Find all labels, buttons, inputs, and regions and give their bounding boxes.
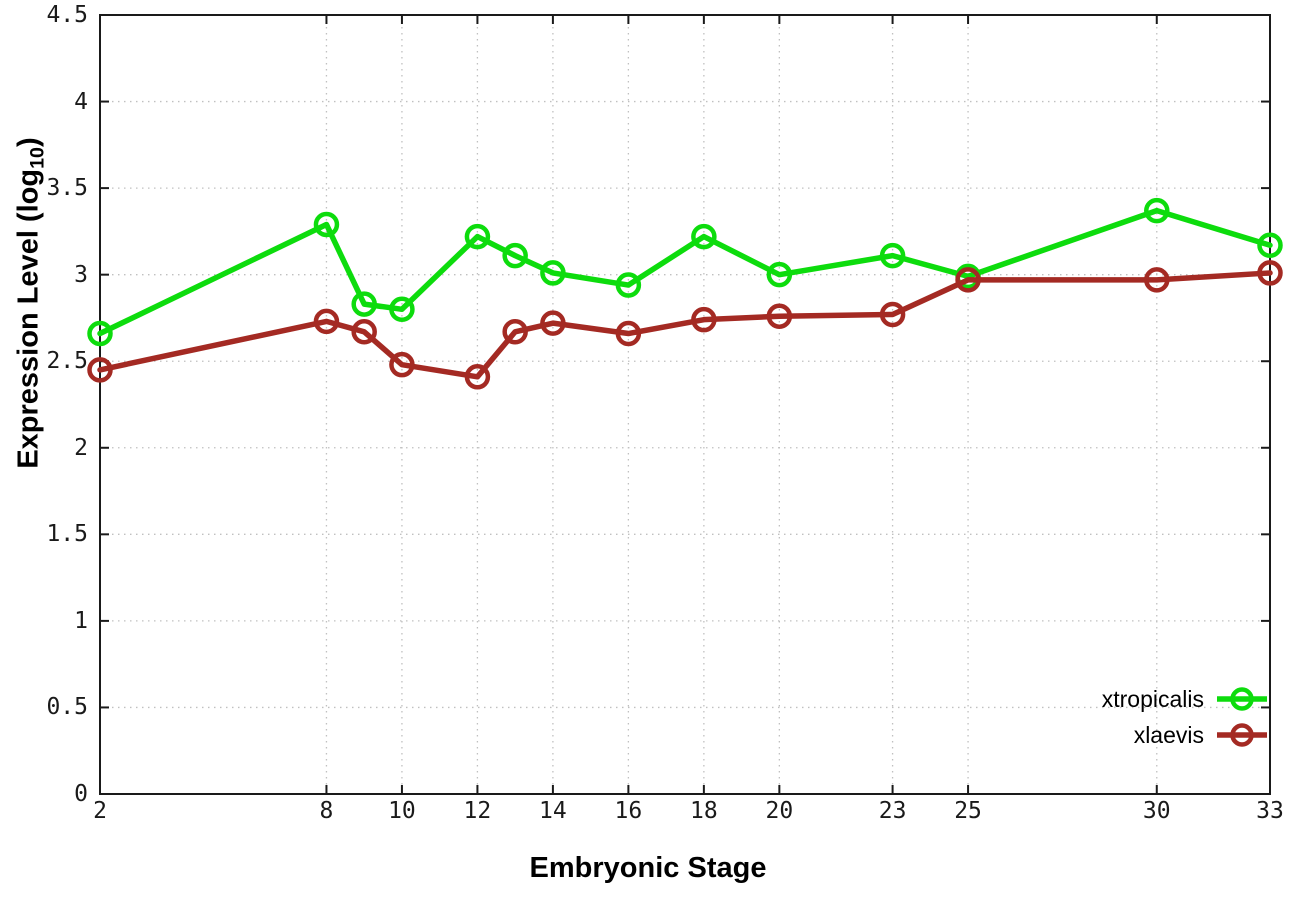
series-marker-xtropicalis xyxy=(464,223,491,250)
x-tick-label: 33 xyxy=(1256,798,1284,824)
series-marker-xlaevis xyxy=(766,303,793,329)
series-marker-xtropicalis xyxy=(879,242,906,269)
series-marker-xlaevis xyxy=(615,320,642,347)
legend-item-xtropicalis: xtropicalis xyxy=(1102,686,1268,712)
series-line-xtropicalis xyxy=(97,207,1273,337)
series-marker-xlaevis xyxy=(1144,267,1170,293)
x-tick-label: 30 xyxy=(1142,798,1171,824)
y-tick-label: 1.5 xyxy=(46,521,88,548)
y-tick-label: 0.5 xyxy=(46,694,88,721)
plot-border xyxy=(99,14,1271,795)
series-marker-xtropicalis xyxy=(351,291,377,317)
x-tick-label: 10 xyxy=(388,798,416,824)
series-marker-xlaevis xyxy=(955,267,981,293)
y-tick-label: 2.5 xyxy=(46,348,88,375)
legend-label-xtropicalis: xtropicalis xyxy=(1101,686,1204,712)
series-marker-xlaevis xyxy=(540,310,566,336)
series-marker-xlaevis xyxy=(691,306,717,333)
x-tick-label: 20 xyxy=(765,798,794,824)
series-marker-xtropicalis xyxy=(766,261,793,288)
legend-sample-line-icon xyxy=(1217,687,1267,711)
series-marker-xtropicalis xyxy=(691,223,717,250)
x-axis-label: Embryonic Stage xyxy=(529,852,767,884)
series-marker-xtropicalis xyxy=(615,272,642,298)
legend: xtropicalis xlaevis xyxy=(1102,686,1268,748)
series-marker-xtropicalis xyxy=(1257,232,1283,258)
series-marker-xtropicalis xyxy=(540,260,566,286)
x-tick-label: 14 xyxy=(539,798,567,824)
series-marker-xtropicalis xyxy=(389,296,415,323)
series-marker-xlaevis xyxy=(464,364,491,390)
series-marker-xtropicalis xyxy=(87,320,113,347)
series-marker-xlaevis xyxy=(351,319,377,345)
x-tick-label: 2 xyxy=(93,798,107,824)
y-axis-label-subscript: 10 xyxy=(26,146,49,169)
series-marker-xlaevis xyxy=(502,319,528,345)
legend-sample-line-icon xyxy=(1217,723,1267,747)
y-tick-label: 4.5 xyxy=(46,2,88,28)
series-marker-xtropicalis xyxy=(502,242,528,269)
x-tick-label: 25 xyxy=(954,798,982,824)
y-tick-label: 3.5 xyxy=(46,175,88,202)
series-marker-xlaevis xyxy=(389,351,415,378)
series-marker-xlaevis xyxy=(1257,260,1283,286)
y-tick-label: 0 xyxy=(74,781,88,807)
legend-item-xlaevis: xlaevis xyxy=(1134,722,1268,748)
series-marker-xlaevis xyxy=(87,357,113,383)
x-tick-label: 12 xyxy=(463,798,492,824)
series-marker-xtropicalis xyxy=(313,211,340,238)
series-marker-xlaevis xyxy=(313,308,340,335)
x-tick-label: 23 xyxy=(878,798,907,824)
y-axis-label-close: ) xyxy=(12,137,45,147)
series-marker-xtropicalis xyxy=(1144,197,1170,224)
series-marker-xlaevis xyxy=(879,301,906,328)
x-tick-label: 16 xyxy=(614,798,643,824)
y-tick-label: 1 xyxy=(74,607,88,634)
y-tick-label: 2 xyxy=(74,434,88,461)
legend-label-xlaevis: xlaevis xyxy=(1133,722,1204,748)
y-tick-label: 4 xyxy=(74,88,88,115)
y-axis-label-text: Expression Level (log xyxy=(12,168,45,469)
x-tick-label: 8 xyxy=(319,798,334,824)
y-tick-label: 3 xyxy=(74,261,88,288)
x-tick-label: 18 xyxy=(690,798,718,824)
